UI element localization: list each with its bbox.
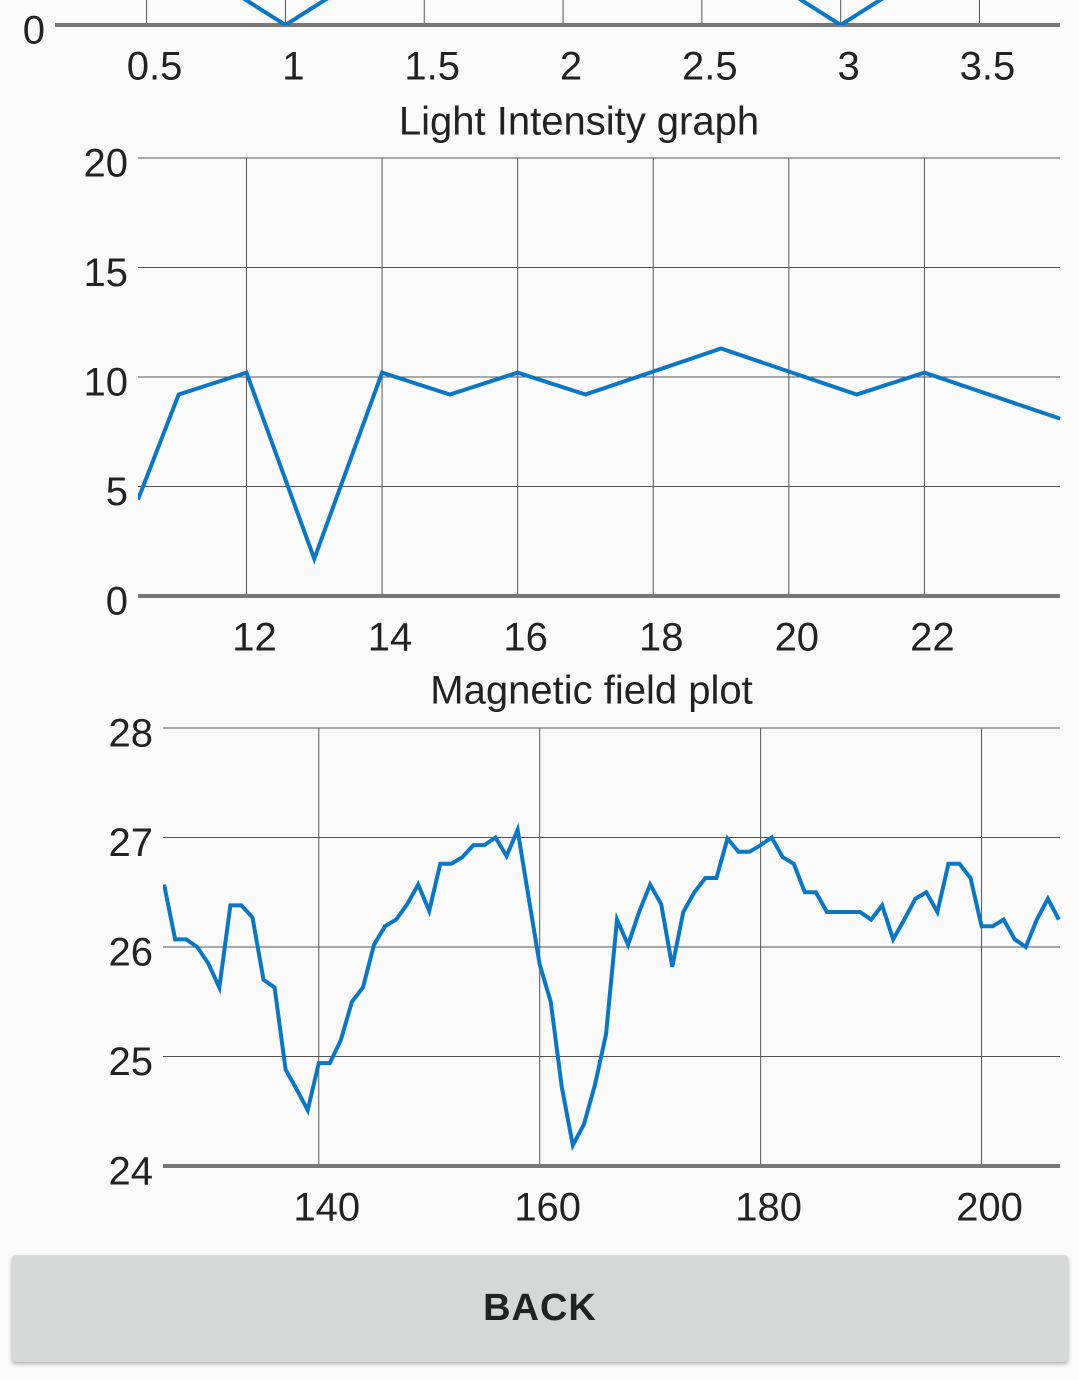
chart-title: Light Intensity graph xyxy=(399,100,759,144)
y-tick-label: 24 xyxy=(109,1150,154,1194)
x-tick-label: 200 xyxy=(956,1186,1023,1230)
x-tick-label: 20 xyxy=(775,616,820,660)
x-tick-label: 0.5 xyxy=(127,45,183,89)
x-tick-label: 1.5 xyxy=(404,45,460,89)
back-button[interactable]: BACK xyxy=(12,1255,1068,1362)
x-tick-label: 2.5 xyxy=(682,45,738,89)
chart-title: Magnetic field plot xyxy=(430,669,752,713)
x-tick-label: 180 xyxy=(735,1186,802,1230)
x-tick-label: 160 xyxy=(514,1186,581,1230)
y-tick-label: 25 xyxy=(109,1040,154,1084)
y-tick-label: 0 xyxy=(106,580,128,624)
data-line xyxy=(163,822,1061,1152)
y-tick-label: 0 xyxy=(23,9,45,53)
y-tick-label: 28 xyxy=(109,712,154,756)
x-tick-label: 22 xyxy=(910,616,955,660)
charts: 0 0.5 1 1.5 2 2.5 3 3.5 Light Intensity graph 0 5 1… xyxy=(23,0,1061,1230)
x-tick-label: 140 xyxy=(293,1186,360,1230)
y-tick-label: 15 xyxy=(84,251,129,295)
y-tick-label: 10 xyxy=(84,361,129,405)
x-tick-label: 2 xyxy=(560,45,582,89)
x-tick-label: 1 xyxy=(282,45,304,89)
x-tick-label: 18 xyxy=(639,616,684,660)
y-tick-label: 27 xyxy=(109,821,154,865)
y-tick-label: 5 xyxy=(106,470,128,514)
x-tick-label: 12 xyxy=(232,616,277,660)
x-tick-label: 14 xyxy=(368,616,413,660)
x-tick-label: 3.5 xyxy=(960,45,1016,89)
y-tick-label: 20 xyxy=(84,142,129,186)
data-line xyxy=(242,0,884,25)
x-tick-label: 3 xyxy=(838,45,860,89)
x-tick-label: 16 xyxy=(503,616,548,660)
y-tick-label: 26 xyxy=(109,931,154,975)
data-line xyxy=(138,346,1061,565)
